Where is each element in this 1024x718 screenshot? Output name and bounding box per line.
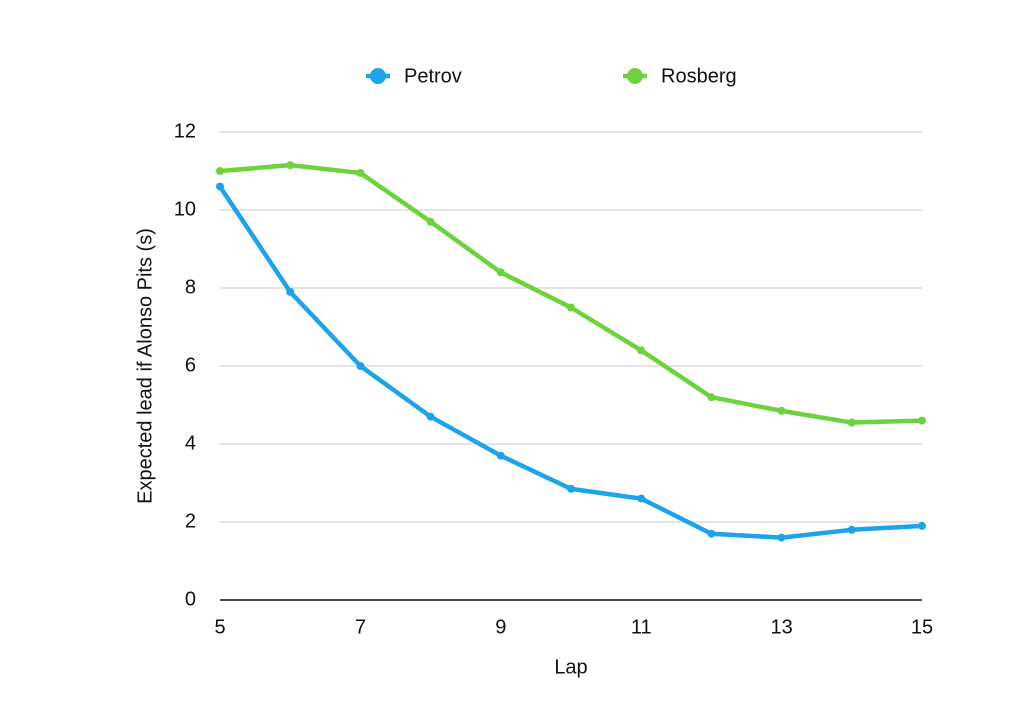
y-tick-label: 4 [185, 432, 196, 454]
x-tick-label: 9 [495, 616, 506, 638]
data-point [918, 521, 926, 530]
x-tick-label: 7 [355, 616, 366, 638]
data-point [496, 268, 505, 277]
y-tick-label: 8 [185, 276, 196, 298]
x-tick-label: 5 [214, 616, 225, 638]
data-point [286, 287, 295, 296]
data-point [496, 451, 505, 460]
y-tick-label: 6 [185, 354, 196, 376]
legend-label: Rosberg [661, 65, 737, 87]
data-point [356, 362, 365, 370]
data-point [216, 182, 224, 191]
legend-marker [370, 68, 386, 84]
data-point [707, 529, 716, 538]
x-tick-label: 15 [911, 616, 933, 638]
legend-marker [627, 68, 643, 84]
x-axis-label: Lap [554, 656, 587, 678]
data-point [426, 217, 435, 226]
y-axis-label: Expected lead if Alonso Pits (s) [134, 228, 156, 504]
series-line [219, 162, 923, 425]
data-point [567, 484, 575, 493]
x-tick-label: 13 [770, 616, 792, 638]
data-point [567, 303, 575, 312]
data-point [216, 167, 224, 175]
y-tick-label: 12 [174, 120, 196, 142]
data-point [847, 418, 856, 427]
legend-label: Petrov [404, 65, 462, 87]
x-tick-label: 11 [631, 616, 652, 638]
data-point [777, 406, 786, 415]
data-point [707, 393, 716, 402]
data-point [356, 168, 365, 177]
y-tick-label: 10 [174, 198, 196, 220]
y-tick-label: 0 [185, 588, 196, 610]
data-point [777, 533, 786, 542]
data-point [426, 412, 435, 421]
data-point [918, 416, 926, 425]
data-point [637, 346, 646, 355]
data-point [847, 525, 856, 534]
data-point [286, 161, 295, 170]
data-point [637, 494, 646, 503]
y-tick-label: 2 [185, 510, 196, 532]
